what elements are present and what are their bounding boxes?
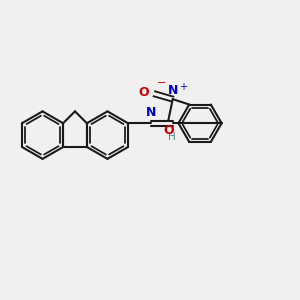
Text: O: O <box>164 124 174 137</box>
Text: N: N <box>167 84 178 97</box>
Text: +: + <box>179 82 187 92</box>
Text: O: O <box>138 86 149 99</box>
Text: N: N <box>146 106 157 119</box>
Text: −: − <box>157 78 166 88</box>
Text: H: H <box>168 132 176 142</box>
